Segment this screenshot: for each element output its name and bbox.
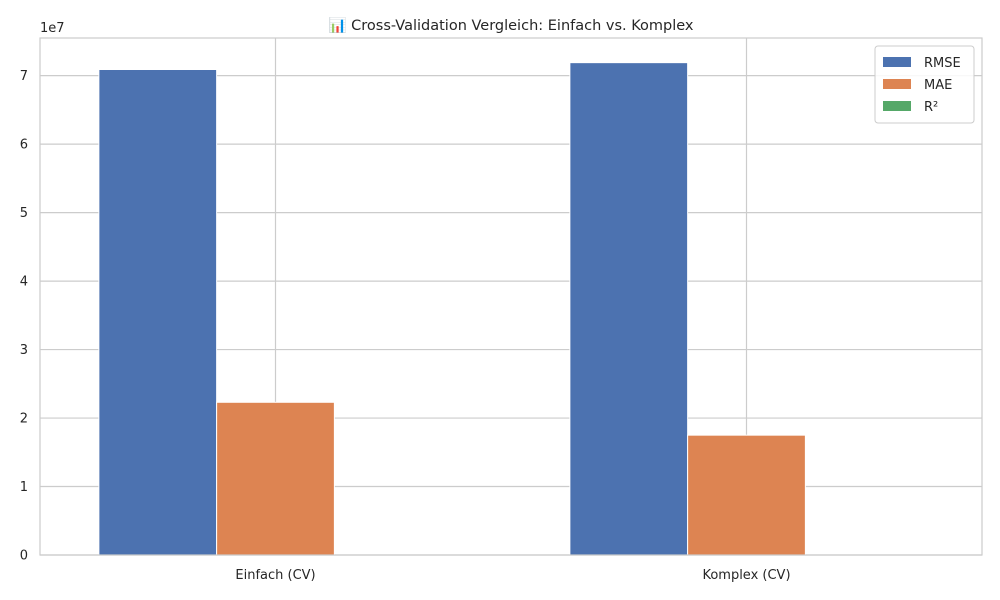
chart-title: 📊 Cross-Validation Vergleich: Einfach vs… (328, 16, 693, 34)
bar-mae-1 (216, 401, 335, 556)
legend-swatch (883, 101, 911, 111)
y-tick-label: 4 (20, 275, 28, 290)
y-tick-label: 7 (20, 69, 28, 84)
legend-swatch (883, 79, 911, 89)
legend-label: R² (924, 100, 938, 115)
plot-border (39, 37, 983, 556)
legend-label: RMSE (924, 56, 961, 71)
bars (98, 62, 806, 556)
y-tick-label: 1 (20, 480, 28, 495)
x-tick-label: Komplex (CV) (702, 568, 790, 583)
legend-label: MAE (924, 78, 952, 93)
y-axis-ticks: 0 1 2 3 4 5 6 7 (20, 69, 28, 563)
y-offset-label: 1e7 (40, 21, 65, 36)
x-axis-ticks: Einfach (CV) Komplex (CV) (235, 568, 790, 583)
y-tick-label: 2 (20, 412, 28, 427)
x-tick-label: Einfach (CV) (235, 568, 315, 583)
bar-rmse-1 (98, 68, 218, 556)
y-tick-label: 6 (20, 138, 28, 153)
y-tick-label: 0 (20, 549, 28, 564)
bar-mae-2 (687, 434, 806, 556)
y-tick-label: 3 (20, 343, 28, 358)
plot-frame (39, 37, 983, 556)
legend: RMSE MAE R² (874, 45, 975, 124)
bar-rmse-2 (569, 62, 689, 556)
y-tick-label: 5 (20, 206, 28, 221)
legend-swatch (883, 57, 911, 67)
